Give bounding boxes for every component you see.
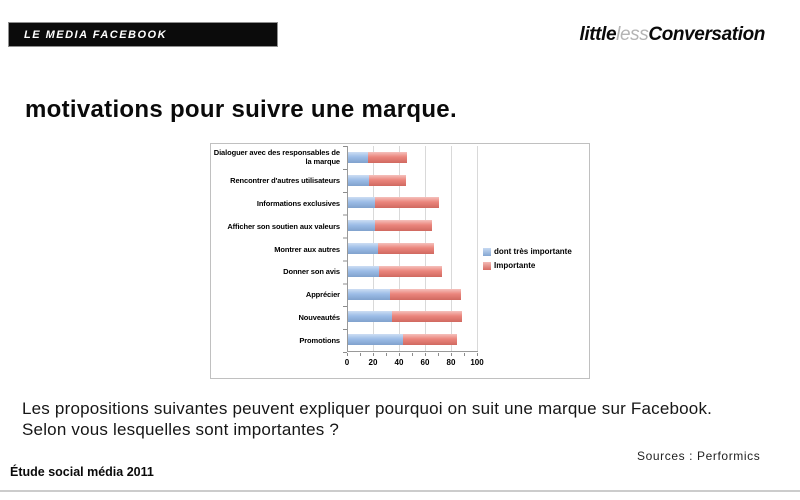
category-label: Rencontrer d'autres utilisateurs (230, 175, 340, 185)
bar-segment-tres-importante (348, 288, 390, 300)
x-tick-label: 0 (344, 358, 350, 367)
bar-row (348, 146, 478, 169)
bar-segment-importante (402, 334, 458, 346)
category-axis-ticks (343, 146, 347, 354)
caption: Les propositions suivantes peuvent expli… (22, 398, 712, 440)
chart: Dialoguer avec des responsables de la ma… (210, 143, 590, 379)
legend-item: Importante (483, 261, 572, 270)
bar-segment-importante (379, 265, 442, 277)
bar-segment-importante (392, 311, 463, 323)
category-label: Promotions (299, 336, 340, 346)
footer-note: Étude social média 2011 (10, 465, 154, 479)
bar-row (348, 305, 478, 328)
legend-swatch (483, 247, 491, 256)
chart-legend: dont très importante Importante (483, 247, 572, 275)
bar-row (348, 260, 478, 283)
value-axis-labels: 0 20 40 60 80 100 (344, 358, 484, 370)
bar-segment-importante (367, 151, 407, 163)
bar-segment-tres-importante (348, 151, 368, 163)
category-label: Donner son avis (283, 267, 340, 277)
header-badge-label: LE MEDIA FACEBOOK (24, 28, 168, 41)
bar-segment-importante (375, 197, 439, 209)
category-label: Apprécier (305, 290, 340, 300)
bar-row (348, 169, 478, 192)
bar-row (348, 214, 478, 237)
category-label: Montrer aux autres (274, 244, 340, 254)
bar-segment-tres-importante (348, 265, 380, 277)
bar-segment-tres-importante (348, 174, 369, 186)
x-tick-label: 60 (420, 358, 430, 367)
logo-part-little: little (579, 24, 617, 45)
header-badge: LE MEDIA FACEBOOK (8, 22, 278, 47)
value-axis-ticks (347, 353, 479, 356)
logo-part-less: less (616, 24, 649, 45)
legend-label: dont très importante (494, 247, 572, 256)
category-label: Dialoguer avec des responsables de la ma… (213, 148, 340, 167)
legend-swatch (483, 261, 491, 270)
plot-area (347, 146, 478, 352)
category-label: Nouveautés (298, 313, 340, 323)
legend-label: Importante (494, 261, 536, 270)
page-title: motivations pour suivre une marque. (25, 96, 457, 123)
brand-logo: littlelessConversation (580, 24, 766, 46)
x-tick-label: 80 (446, 358, 456, 367)
category-axis-labels: Dialoguer avec des responsables de la ma… (211, 146, 343, 352)
bar-row (348, 283, 478, 306)
x-tick-label: 20 (368, 358, 378, 367)
x-tick-label: 40 (394, 358, 404, 367)
bar-segment-importante (368, 174, 407, 186)
source-note: Sources : Performics (637, 449, 761, 463)
bar-segment-tres-importante (348, 243, 378, 255)
caption-line1: Les propositions suivantes peuvent expli… (22, 399, 713, 418)
bar-row (348, 328, 478, 351)
caption-line2: Selon vous lesquelles sont importantes ? (22, 420, 340, 439)
bar-segment-importante (389, 288, 462, 300)
category-label: Informations exclusives (256, 198, 340, 208)
x-tick-label: 100 (470, 358, 484, 367)
category-label: Afficher son soutien aux valeurs (227, 221, 340, 231)
bar-segment-tres-importante (348, 197, 376, 209)
legend-item: dont très importante (483, 247, 572, 256)
bar-segment-tres-importante (348, 220, 376, 232)
bottom-divider (0, 490, 800, 492)
bar-segment-importante (375, 220, 433, 232)
bar-segment-tres-importante (348, 334, 403, 346)
bar-segment-importante (377, 243, 434, 255)
bar-segment-tres-importante (348, 311, 393, 323)
bar-row (348, 237, 478, 260)
bar-row (348, 192, 478, 215)
logo-part-conversation: Conversation (648, 24, 765, 45)
